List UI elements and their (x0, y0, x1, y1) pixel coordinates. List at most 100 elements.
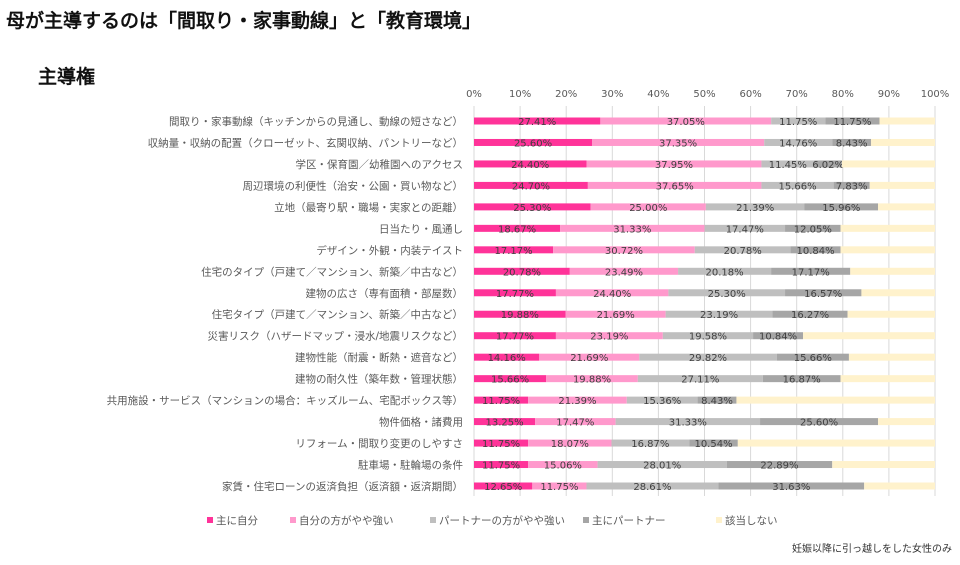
bar-segment-1 (474, 353, 540, 361)
bar-segment-5 (871, 138, 935, 146)
data-label: 16.87% (631, 439, 669, 450)
bar-segment-2 (555, 289, 669, 297)
bar-segment-4 (804, 203, 879, 211)
data-label: 28.61% (633, 482, 671, 493)
bar-segment-3 (668, 289, 786, 297)
data-label: 15.66% (491, 375, 529, 386)
category-label: デザイン・外観・内装テイスト (316, 244, 463, 257)
bar-segment-3 (704, 224, 786, 232)
data-label: 21.39% (558, 396, 596, 407)
data-label: 17.17% (792, 267, 830, 278)
data-label: 12.65% (484, 482, 522, 493)
data-label: 30.72% (605, 246, 643, 257)
bar-segment-1 (474, 461, 529, 469)
bar-segment-2 (555, 332, 663, 340)
bar-segment-2 (590, 203, 706, 211)
bar-segment-3 (678, 267, 772, 275)
category-label: 家賃・住宅ローンの返済負担（返済額・返済期間） (222, 480, 463, 493)
bar-segment-4 (726, 461, 833, 469)
chart-subtitle: 主導権 (38, 66, 96, 88)
category-label: 立地（最寄り駅・職場・実家との距離） (274, 201, 463, 214)
data-label: 11.75% (779, 117, 817, 128)
data-label: 15.66% (778, 181, 816, 192)
category-label: 日当たり・風通し (379, 222, 463, 235)
bar-segment-5 (840, 375, 935, 383)
bar-segment-5 (840, 224, 935, 232)
footnote: 妊娠以降に引っ越しをした女性のみ (792, 544, 952, 555)
legend-label: 主に自分 (216, 514, 258, 527)
x-tick-label: 0% (466, 89, 482, 100)
data-label: 10.84% (796, 246, 834, 257)
data-label: 17.17% (495, 246, 533, 257)
data-label: 20.78% (724, 246, 762, 257)
bar-segment-1 (474, 439, 529, 447)
bar-segment-3 (771, 117, 826, 125)
bar-segment-2 (587, 181, 762, 189)
data-label: 11.75% (482, 396, 520, 407)
legend-swatch (716, 517, 722, 523)
bar-segment-2 (539, 353, 640, 361)
data-label: 10.54% (694, 439, 732, 450)
data-label: 6.02% (812, 160, 844, 171)
category-label: 周辺環境の利便性（治安・公園・買い物など） (243, 179, 464, 192)
data-label: 25.60% (800, 418, 838, 429)
data-label: 23.19% (590, 332, 628, 343)
data-label: 21.39% (736, 203, 774, 214)
category-label: 物件価格・諸費用 (379, 416, 463, 429)
x-tick-label: 80% (832, 89, 854, 100)
data-label: 22.89% (760, 461, 798, 472)
data-label: 31.33% (669, 418, 707, 429)
data-label: 29.82% (689, 353, 727, 364)
data-label: 17.77% (496, 332, 534, 343)
bar-segment-4 (825, 117, 880, 125)
bar-segment-4 (697, 396, 737, 404)
bar-segment-3 (639, 353, 777, 361)
data-label: 14.16% (488, 353, 526, 364)
legend-swatch (207, 517, 213, 523)
bar-segment-1 (474, 224, 561, 232)
data-label: 13.25% (485, 418, 523, 429)
bar-segment-3 (597, 461, 727, 469)
data-label: 15.96% (822, 203, 860, 214)
data-label: 24.40% (593, 289, 631, 300)
data-label: 21.69% (570, 353, 608, 364)
legend-swatch (290, 517, 296, 523)
x-tick-label: 100% (921, 89, 950, 100)
bar-segment-4 (785, 289, 862, 297)
data-label: 15.06% (544, 461, 582, 472)
x-tick-label: 60% (739, 89, 761, 100)
data-label: 37.95% (655, 160, 693, 171)
bar-segment-5 (861, 289, 935, 297)
legend-label: パートナーの方がやや強い (439, 514, 565, 527)
bar-segment-4 (760, 418, 879, 426)
data-label: 15.66% (794, 353, 832, 364)
legend-label: 該当しない (725, 514, 778, 527)
bar-segment-3 (611, 439, 690, 447)
data-label: 27.11% (681, 375, 719, 386)
bar-segment-1 (474, 375, 547, 383)
bar-segment-2 (600, 117, 772, 125)
category-label: 災害リスク（ハザードマップ・浸水/地震リスクなど） (207, 330, 463, 343)
bar-segment-1 (474, 267, 570, 275)
bar-segment-1 (474, 482, 533, 490)
bar-segment-4 (814, 160, 842, 168)
data-label: 12.05% (794, 224, 832, 235)
data-label: 28.01% (643, 461, 681, 472)
bar-segment-5 (803, 332, 935, 340)
data-label: 16.87% (783, 375, 821, 386)
data-label: 16.57% (804, 289, 842, 300)
data-label: 25.30% (513, 203, 551, 214)
category-label: 共用施設・サービス（マンションの場合：キッズルーム、宅配ボックス等） (107, 394, 463, 407)
bar-segment-5 (832, 461, 935, 469)
bar-segment-3 (764, 138, 833, 146)
bar-segment-1 (474, 138, 593, 146)
bar-segment-2 (560, 224, 705, 232)
data-label: 24.40% (511, 160, 549, 171)
bar-segment-1 (474, 160, 587, 168)
data-label: 11.75% (482, 439, 520, 450)
category-label: 建物の耐久性（築年数・管理状態） (295, 373, 463, 386)
bar-segment-5 (840, 246, 935, 254)
data-label: 11.75% (540, 482, 578, 493)
data-label: 37.35% (659, 138, 697, 149)
bar-segment-3 (694, 246, 791, 254)
